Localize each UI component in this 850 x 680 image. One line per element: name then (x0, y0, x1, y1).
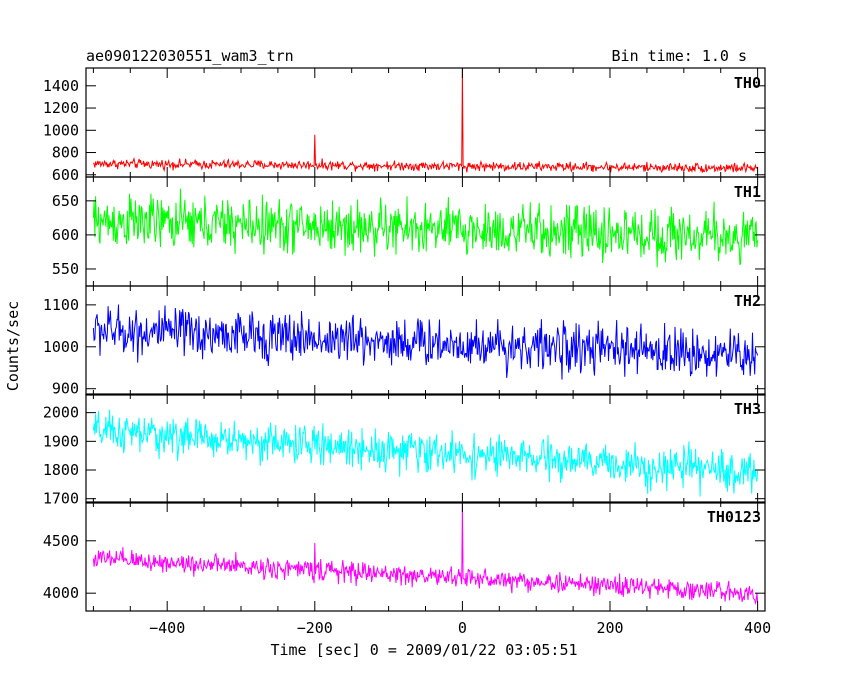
panel-th0123: 4000 4500 TH0123 (43, 501, 766, 612)
y-tick-label: 2000 (43, 404, 79, 422)
x-tick-label: −400 (149, 619, 185, 637)
y-tick-label: 1200 (43, 99, 79, 117)
x-tick-label: −200 (297, 619, 333, 637)
panel-label: TH0123 (707, 508, 761, 526)
panel-th0: 600 800 1000 1200 1400 TH0 (43, 67, 766, 184)
bin-time-label: Bin time: 1.0 s (612, 47, 747, 65)
y-tick-label: 1900 (43, 432, 79, 450)
x-tick-label: 200 (596, 619, 623, 637)
y-tick-label: 900 (52, 380, 79, 398)
series-line-th0123 (92, 502, 759, 606)
x-tick-label: 400 (744, 619, 771, 637)
y-tick-label: 1700 (43, 490, 79, 508)
panel-th1: 550 600 650 TH1 (52, 176, 766, 287)
y-tick-label: 650 (52, 192, 79, 210)
x-tick-label: 0 (458, 619, 467, 637)
panel-label: TH1 (734, 183, 761, 201)
y-tick-label: 1000 (43, 121, 79, 139)
y-tick-label: 600 (52, 166, 79, 184)
panel-frame (85, 501, 766, 612)
series-line-th1 (92, 188, 759, 268)
panel-label: TH0 (734, 74, 761, 92)
y-axis-label: Counts/sec (4, 301, 22, 391)
chart-title: ae090122030551_wam3_trn (86, 47, 294, 65)
x-axis-label: Time [sec] 0 = 2009/01/22 03:05:51 (270, 641, 577, 659)
y-tick-label: 1000 (43, 338, 79, 356)
series-line-th2 (92, 304, 759, 380)
panel-frame (85, 67, 766, 178)
y-tick-label: 800 (52, 144, 79, 162)
y-tick-label: 4500 (43, 532, 79, 550)
y-tick-label: 1100 (43, 296, 79, 314)
y-tick-label: 550 (52, 260, 79, 278)
x-tick-labels: −400 −200 0 200 400 (149, 619, 771, 637)
series-line-th0 (92, 68, 759, 174)
panel-th2: 900 1000 1100 TH2 (43, 285, 766, 398)
panels: 600 800 1000 1200 1400 TH0 550 600 650 TH1 900 1000… (43, 67, 766, 612)
y-tick-label: 1800 (43, 461, 79, 479)
panel-label: TH2 (734, 292, 761, 310)
panel-label: TH3 (734, 400, 761, 418)
panel-frame (85, 393, 766, 504)
y-tick-label: 600 (52, 226, 79, 244)
panel-th3: 1700 1800 1900 2000 TH3 (43, 393, 766, 508)
series-line-th3 (92, 409, 759, 497)
y-tick-label: 4000 (43, 584, 79, 602)
y-tick-label: 1400 (43, 77, 79, 95)
